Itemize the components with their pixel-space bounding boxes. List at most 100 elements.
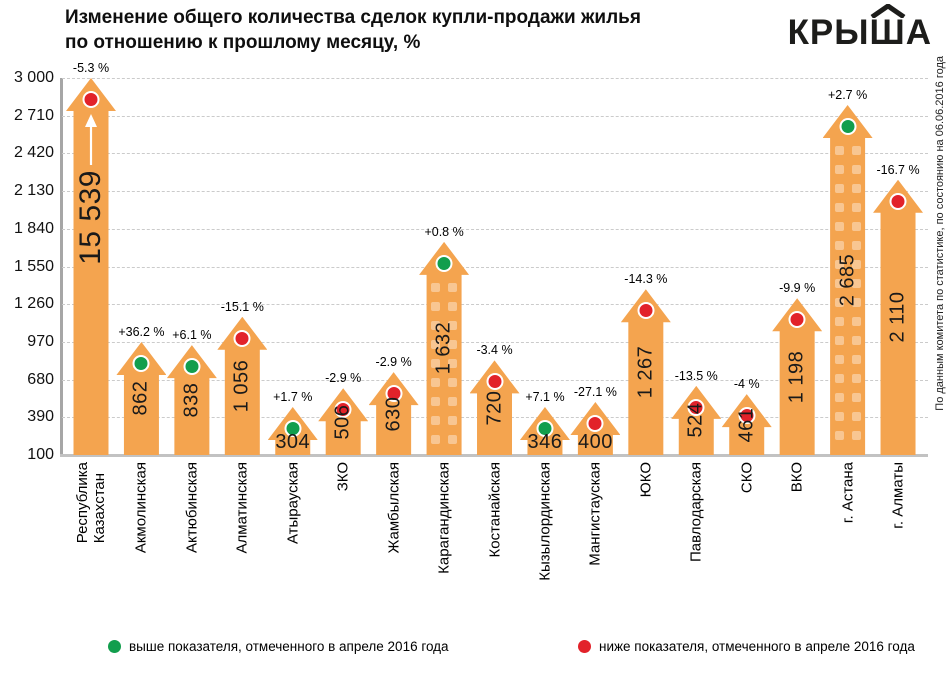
plot-area: -5.3 % 15 539 +36.2 % 862 +6.1 % 838 -15.1 % 1 …: [60, 61, 928, 457]
window-pattern-square: [835, 260, 844, 269]
logo-sh-letter: Ш: [870, 4, 906, 52]
trend-dot: [738, 407, 756, 425]
pct-change-label: +1.7 %: [273, 390, 313, 404]
window-pattern-square: [835, 431, 844, 440]
bar: +1.7 % 304: [268, 390, 318, 455]
window-pattern-square: [852, 184, 861, 193]
window-pattern-square: [835, 241, 844, 250]
window-pattern-square: [431, 435, 440, 444]
window-pattern-square: [835, 203, 844, 212]
pct-change-label: -27.1 %: [573, 385, 617, 399]
trend-dot: [536, 420, 554, 437]
x-axis-category-label: Алматинская: [233, 462, 251, 554]
pct-change-label: -2.9 %: [375, 355, 412, 370]
pct-change-label: -15.1 %: [220, 299, 264, 314]
trend-dot: [334, 401, 352, 419]
bar: -14.3 % 1 267: [621, 272, 671, 455]
logo-text-end: А: [905, 13, 932, 52]
bar-arrow-shape: [873, 180, 923, 455]
bar-value-label: 1 056: [230, 359, 253, 413]
window-pattern-square: [835, 279, 844, 288]
x-axis-category-label: ЗКО: [334, 462, 352, 492]
window-pattern-square: [852, 260, 861, 269]
window-pattern-square: [852, 279, 861, 288]
x-axis-category-label: Мангистауская: [586, 462, 604, 566]
trend-dot: [385, 385, 403, 403]
pct-change-label: -13.5 %: [674, 368, 718, 383]
gridline: [62, 266, 928, 268]
gridline: [62, 304, 928, 306]
bar: +0.8 % 1 632: [419, 225, 469, 455]
trend-dot: [82, 91, 100, 108]
window-pattern-square: [852, 298, 861, 307]
trend-dot: [183, 358, 201, 376]
gridline: [62, 115, 928, 117]
window-pattern-square: [852, 393, 861, 402]
window-pattern-square: [431, 340, 440, 349]
bar-value-label: 304: [275, 431, 311, 453]
trend-dot: [233, 329, 251, 347]
bar: -9.9 % 1 198: [772, 281, 822, 455]
y-axis-tick-label: 970: [27, 332, 54, 350]
window-pattern-square: [852, 203, 861, 212]
bar-value-label: 1 198: [785, 350, 808, 403]
legend-item-above: выше показателя, отмеченного в апреле 20…: [108, 639, 449, 654]
bar-value-label: 506: [331, 404, 354, 440]
window-pattern-square: [852, 374, 861, 383]
bar: -3.4 % 720: [470, 343, 520, 455]
chart-title: Изменение общего количества сделок купли…: [65, 7, 641, 53]
logo-text: КРЫ: [787, 13, 870, 52]
window-pattern-square: [431, 359, 440, 368]
gridline: [62, 341, 928, 343]
window-pattern-square: [852, 431, 861, 440]
trend-dot: [435, 254, 453, 272]
x-axis-category-label: ЮКО: [637, 462, 655, 498]
bar-value-label: 720: [483, 390, 506, 426]
window-pattern-square: [448, 321, 457, 330]
window-pattern-square: [852, 317, 861, 326]
x-axis-category-label: Атырауская: [284, 462, 302, 545]
pct-change-label: -14.3 %: [624, 272, 668, 287]
green-dot-icon: [108, 640, 121, 653]
window-pattern-square: [835, 317, 844, 326]
window-pattern-square: [835, 165, 844, 174]
bar-value-label: 2 110: [886, 291, 909, 343]
window-pattern-square: [448, 340, 457, 349]
window-pattern-square: [835, 355, 844, 364]
pct-change-label: -3.4 %: [476, 343, 513, 358]
window-pattern-square: [835, 374, 844, 383]
bar: -2.9 % 630: [369, 355, 419, 455]
overflow-arrow-icon: [84, 114, 98, 171]
trend-dot: [687, 398, 705, 416]
bar-value-label: 862: [129, 381, 152, 416]
bar: -27.1 % 400: [570, 385, 620, 455]
window-pattern-square: [448, 435, 457, 444]
x-axis-category-label: Кызылординская: [536, 462, 554, 581]
source-note: По данным комитета по статистике, по сос…: [934, 56, 946, 411]
x-axis-category-label: ВКО: [788, 462, 806, 493]
window-pattern-square: [431, 397, 440, 406]
x-axis-category-label: СКО: [738, 462, 756, 494]
window-pattern-square: [431, 378, 440, 387]
pct-change-label: -16.7 %: [876, 162, 920, 177]
pct-change-label: +2.7 %: [827, 87, 868, 102]
window-pattern-square: [852, 412, 861, 421]
window-pattern-square: [852, 355, 861, 364]
trend-dot: [132, 354, 150, 372]
pct-change-label: -9.9 %: [779, 281, 816, 296]
pct-change-label: -5.3 %: [72, 61, 110, 75]
bar-value-label: 346: [527, 431, 563, 453]
gridline: [62, 153, 928, 155]
y-axis-tick-label: 1 260: [13, 295, 54, 313]
x-axis-category-label: Костанайская: [486, 462, 504, 558]
krysha-logo: КРЫШ А: [787, 4, 932, 52]
window-pattern-square: [448, 359, 457, 368]
window-pattern-square: [835, 184, 844, 193]
y-axis-tick-label: 100: [27, 446, 54, 463]
window-pattern-square: [431, 416, 440, 425]
window-pattern-square: [835, 222, 844, 231]
window-pattern-square: [448, 378, 457, 387]
x-axis-line: [60, 454, 928, 457]
gridline: [62, 78, 928, 79]
window-pattern-square: [448, 283, 457, 292]
